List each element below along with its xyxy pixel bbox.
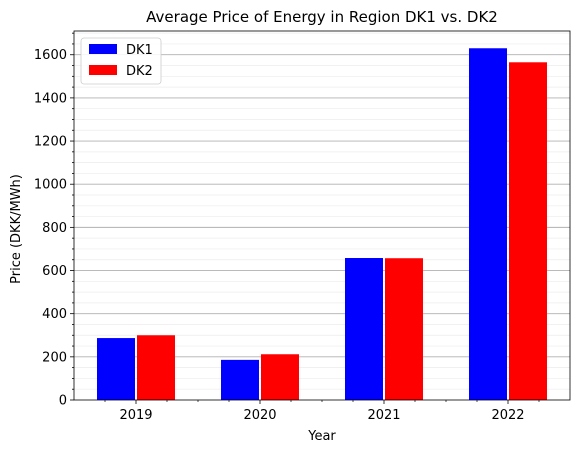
bar-dk2-2020 [261,354,299,400]
x-axis-label: Year [307,429,336,444]
bar-dk2-2022 [509,62,547,400]
bar-dk1-2019 [97,338,135,400]
y-tick-label: 600 [42,264,67,279]
y-axis: 0 200 400 600 800 1000 1200 1400 1600 [34,32,74,409]
bar-dk1-2020 [221,359,259,400]
y-tick-label: 1600 [34,48,67,63]
y-tick-label: 1200 [34,135,67,150]
y-tick-label: 0 [59,394,67,409]
legend-label-dk2: DK2 [126,64,153,79]
y-tick-label: 1000 [34,178,67,193]
bar-dk2-2019 [137,335,175,400]
y-tick-label: 1400 [34,91,67,106]
legend-swatch-dk1 [89,44,117,54]
x-tick-label: 2022 [491,408,524,423]
x-tick-label: 2020 [243,408,276,423]
y-axis-label: Price (DKK/MWh) [9,174,24,284]
x-axis: 2019 2020 2021 2022 [104,400,540,423]
x-tick-label: 2021 [367,408,400,423]
bars [97,48,547,401]
x-tick-label: 2019 [119,408,152,423]
y-tick-label: 400 [42,307,67,322]
bar-dk1-2022 [469,48,507,401]
chart-title: Average Price of Energy in Region DK1 vs… [146,8,498,26]
bar-dk1-2021 [345,258,383,400]
legend-swatch-dk2 [89,65,117,75]
bar-dk2-2021 [385,258,423,400]
legend-label-dk1: DK1 [126,43,153,58]
y-tick-label: 200 [42,350,67,365]
y-tick-label: 800 [42,221,67,236]
